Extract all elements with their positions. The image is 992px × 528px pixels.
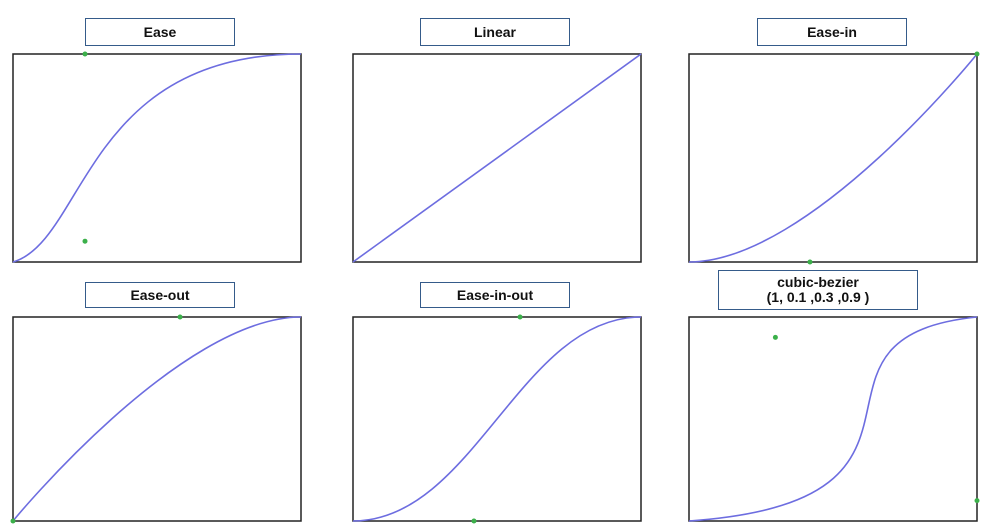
control-point-2 (975, 52, 980, 57)
control-point-2 (83, 52, 88, 57)
control-point-1 (807, 260, 812, 265)
panel-label-text: Linear (474, 25, 516, 40)
panel-label-ease-in: Ease-in (757, 18, 907, 46)
control-point-1 (83, 239, 88, 244)
linear-plot (352, 53, 642, 263)
panel-label-text: cubic-bezier (777, 275, 859, 290)
control-point-2 (518, 315, 523, 320)
panel-label-text: Ease-in-out (457, 288, 533, 303)
panel-label-cubic-bezier: cubic-bezier (1, 0.1 ,0.3 ,0.9 ) (718, 270, 918, 310)
control-point-2 (773, 335, 778, 340)
panel-label-text: Ease-in (807, 25, 857, 40)
plot-frame (13, 317, 301, 521)
control-point-1 (471, 519, 476, 524)
panel-label-linear: Linear (420, 18, 570, 46)
plot-frame (13, 54, 301, 262)
panel-label-text: Ease-out (130, 288, 189, 303)
ease-in-plot (688, 53, 978, 263)
ease-out-plot (12, 316, 302, 522)
panel-label-params: (1, 0.1 ,0.3 ,0.9 ) (767, 290, 870, 305)
panel-label-ease: Ease (85, 18, 235, 46)
plot-frame (689, 317, 977, 521)
cubic-bezier-plot (688, 316, 978, 522)
panel-label-ease-out: Ease-out (85, 282, 235, 308)
ease-in-out-plot (352, 316, 642, 522)
ease-plot (12, 53, 302, 263)
plot-frame (689, 54, 977, 262)
panel-label-text: Ease (144, 25, 177, 40)
control-point-1 (11, 519, 16, 524)
panel-label-ease-in-out: Ease-in-out (420, 282, 570, 308)
control-point-1 (975, 498, 980, 503)
control-point-2 (178, 315, 183, 320)
